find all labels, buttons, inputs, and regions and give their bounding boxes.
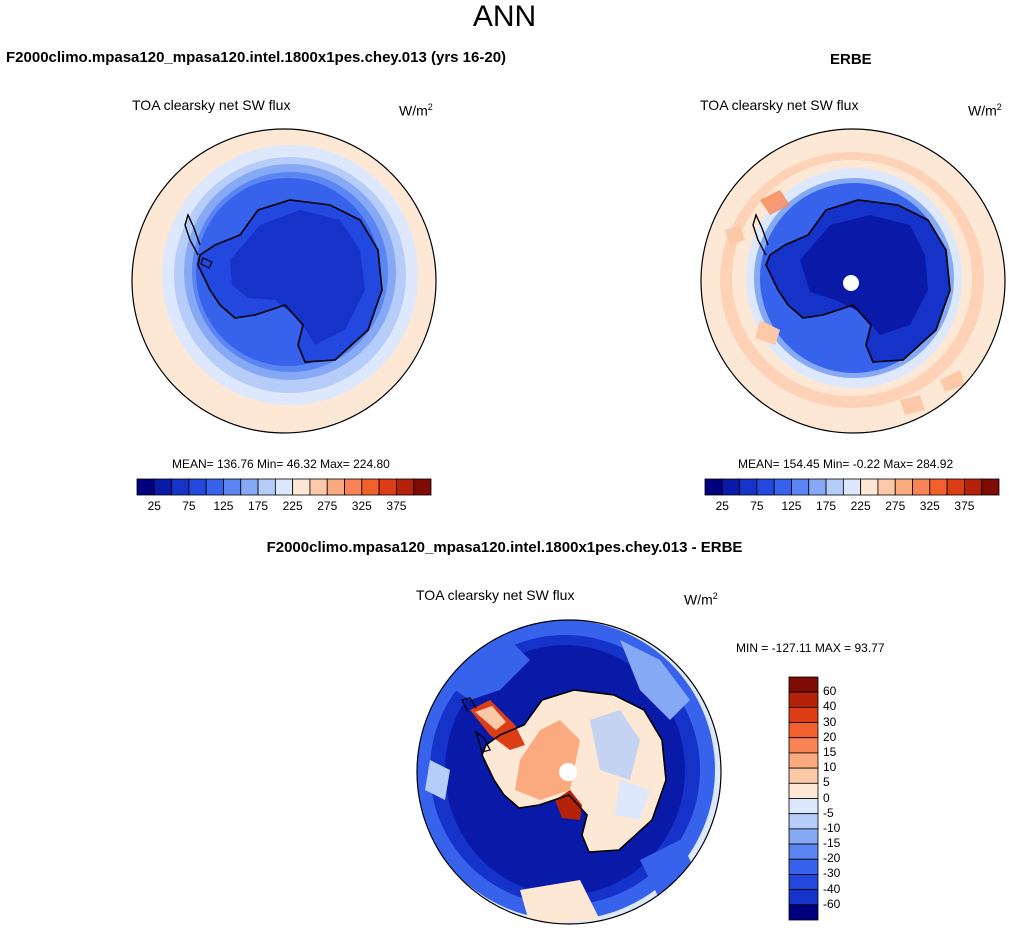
colorbar-tick-label: 20	[823, 729, 837, 744]
colorbar-tick-label: -10	[823, 820, 841, 835]
test-stats: MEAN= 136.76 Min= 46.32 Max= 224.80	[172, 457, 390, 471]
colorbar-tick-label: 125	[213, 499, 234, 513]
diff-variable-label: TOA clearsky net SW flux	[416, 587, 575, 603]
colorbar-tick-label: 25	[715, 499, 729, 513]
colorbar-swatch	[788, 767, 819, 784]
test-units-label: W/m2	[399, 102, 433, 119]
colorbar-tick-label: 275	[317, 499, 338, 513]
diff-panel-header: F2000climo.mpasa120_mpasa120.intel.1800x…	[266, 539, 743, 556]
test-variable-label: TOA clearsky net SW flux	[132, 97, 291, 113]
colorbar-tick-label: 225	[850, 499, 871, 513]
colorbar-tick-label: 10	[823, 760, 837, 775]
colorbar-swatch	[292, 478, 311, 496]
colorbar-tick-label: 75	[182, 499, 196, 513]
colorbar-tick-label: 275	[885, 499, 906, 513]
colorbar-swatch	[153, 478, 172, 496]
colorbar-swatch	[326, 478, 345, 496]
colorbar-swatch	[808, 478, 827, 496]
colorbar-swatch	[361, 478, 380, 496]
colorbar-swatch	[788, 813, 819, 830]
colorbar-swatch	[946, 478, 965, 496]
colorbar-swatch	[136, 478, 155, 496]
colorbar-swatch	[788, 691, 819, 708]
colorbar-tick-label: -20	[823, 851, 841, 866]
colorbar-tick-label: 375	[386, 499, 407, 513]
diff-units-label: W/m2	[684, 591, 718, 608]
obs-variable-label: TOA clearsky net SW flux	[700, 97, 859, 113]
diff-colorbar	[788, 676, 819, 921]
colorbar-swatch	[274, 478, 294, 496]
colorbar-swatch	[344, 478, 363, 496]
colorbar-swatch	[378, 478, 397, 496]
test-colorbar	[136, 478, 432, 496]
colorbar-swatch	[964, 478, 983, 496]
colorbar-swatch	[171, 478, 190, 496]
colorbar-swatch	[788, 874, 819, 891]
colorbar-tick-label: 375	[954, 499, 975, 513]
colorbar-swatch	[309, 478, 328, 496]
colorbar-swatch	[788, 737, 819, 754]
colorbar-swatch	[788, 722, 819, 739]
colorbar-swatch	[788, 828, 819, 845]
colorbar-tick-label: 175	[248, 499, 269, 513]
colorbar-swatch	[791, 478, 810, 496]
colorbar-swatch	[912, 478, 931, 496]
colorbar-tick-label: 15	[823, 744, 837, 759]
colorbar-swatch	[788, 782, 819, 799]
colorbar-swatch	[773, 478, 792, 496]
colorbar-tick-label: 5	[823, 775, 830, 790]
colorbar-swatch	[877, 478, 896, 496]
colorbar-tick-label: 60	[823, 684, 837, 699]
colorbar-swatch	[788, 889, 819, 906]
colorbar-tick-label: 125	[781, 499, 802, 513]
obs-panel-header: ERBE	[830, 51, 872, 68]
colorbar-swatch	[788, 706, 819, 723]
colorbar-swatch	[842, 478, 862, 496]
colorbar-swatch	[188, 478, 207, 496]
colorbar-swatch	[825, 478, 844, 496]
colorbar-tick-label: 30	[823, 714, 837, 729]
colorbar-swatch	[721, 478, 740, 496]
colorbar-swatch	[981, 478, 1000, 496]
colorbar-tick-label: 225	[282, 499, 303, 513]
colorbar-tick-label: -40	[823, 881, 841, 896]
colorbar-swatch	[756, 478, 775, 496]
main-title: ANN	[472, 0, 537, 33]
colorbar-tick-label: -5	[823, 805, 834, 820]
colorbar-swatch	[223, 478, 242, 496]
colorbar-swatch	[788, 676, 819, 693]
colorbar-tick-label: 40	[823, 699, 837, 714]
test-panel-header: F2000climo.mpasa120_mpasa120.intel.1800x…	[6, 49, 507, 66]
colorbar-swatch	[396, 478, 415, 496]
colorbar-tick-label: -30	[823, 866, 841, 881]
colorbar-tick-label: 325	[919, 499, 940, 513]
colorbar-swatch	[413, 478, 432, 496]
obs-stats: MEAN= 154.45 Min= -0.22 Max= 284.92	[738, 457, 954, 471]
colorbar-swatch	[788, 904, 819, 921]
colorbar-swatch	[929, 478, 948, 496]
colorbar-tick-label: 325	[351, 499, 372, 513]
colorbar-tick-label: -60	[823, 896, 841, 911]
colorbar-swatch	[704, 478, 723, 496]
colorbar-swatch	[788, 798, 819, 815]
colorbar-swatch	[257, 478, 276, 496]
colorbar-swatch	[240, 478, 259, 496]
colorbar-tick-label: 175	[816, 499, 837, 513]
obs-colorbar	[704, 478, 1000, 496]
colorbar-swatch	[788, 843, 819, 860]
diff-stats: MIN = -127.11 MAX = 93.77	[736, 641, 885, 655]
colorbar-tick-label: 0	[823, 790, 830, 805]
colorbar-swatch	[739, 478, 758, 496]
colorbar-tick-label: 25	[147, 499, 161, 513]
obs-units-label: W/m2	[968, 102, 1002, 119]
colorbar-swatch	[205, 478, 224, 496]
colorbar-swatch	[894, 478, 913, 496]
colorbar-tick-label: -15	[823, 836, 841, 851]
colorbar-swatch	[788, 752, 819, 769]
colorbar-tick-label: 75	[750, 499, 764, 513]
colorbar-swatch	[788, 858, 819, 875]
colorbar-swatch	[860, 478, 879, 496]
